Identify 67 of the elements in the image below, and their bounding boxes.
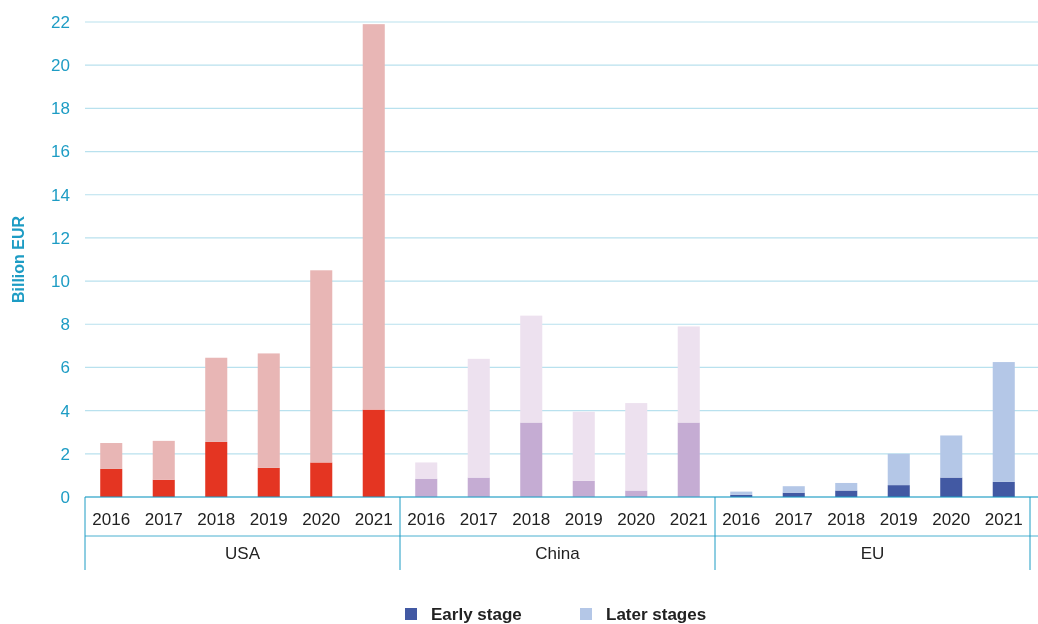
x-tick-label: 2019 (564, 510, 603, 529)
bar (520, 422, 543, 497)
x-tick-label: 2020 (932, 510, 971, 529)
bar (415, 478, 438, 497)
bar (572, 480, 595, 497)
y-tick-label: 14 (51, 185, 70, 205)
bar (415, 462, 438, 479)
bar (835, 482, 858, 491)
x-tick-label: 2018 (827, 510, 866, 529)
bar (257, 353, 280, 468)
bar (467, 358, 490, 478)
bar (940, 477, 963, 497)
bar (782, 486, 805, 493)
x-tick-label: 2017 (459, 510, 498, 529)
bar (257, 467, 280, 497)
text: China (535, 544, 581, 563)
y-tick-label: 2 (60, 444, 70, 464)
bar (887, 453, 910, 486)
y-tick-label: 4 (60, 401, 70, 421)
x-tick-label: 2021 (354, 510, 393, 529)
y-tick-label: 0 (60, 487, 70, 507)
bar (992, 481, 1015, 497)
x-tick-label: 2016 (92, 510, 131, 529)
bar (205, 441, 228, 497)
bar (310, 270, 333, 463)
y-tick-label: 20 (51, 56, 70, 76)
legend-label: Later stages (606, 604, 707, 624)
bar (940, 435, 963, 478)
bar (520, 315, 543, 423)
y-tick-label: 12 (51, 228, 70, 248)
x-tick-label: 2017 (144, 510, 183, 529)
x-tick-label: 2021 (669, 510, 708, 529)
x-tick-label: 2017 (774, 510, 813, 529)
text: USA (225, 544, 261, 563)
x-tick-label: 2018 (512, 510, 551, 529)
bar (572, 411, 595, 481)
legend-label: Early stage (431, 604, 522, 624)
x-tick-label: 2016 (407, 510, 446, 529)
x-tick-label: 2021 (984, 510, 1023, 529)
bar (625, 403, 648, 491)
bar (362, 409, 385, 497)
bar (992, 362, 1015, 482)
bar (100, 468, 123, 497)
bar (887, 485, 910, 497)
y-axis-title: Billion EUR (10, 215, 27, 304)
bar (677, 326, 700, 423)
bar (310, 462, 333, 497)
x-tick-label: 2020 (617, 510, 656, 529)
bar (152, 479, 175, 497)
bar (362, 24, 385, 410)
y-tick-label: 22 (51, 12, 70, 32)
x-tick-label: 2019 (249, 510, 288, 529)
y-tick-label: 16 (51, 142, 70, 162)
x-tick-label: 2018 (197, 510, 236, 529)
x-tick-label: 2020 (302, 510, 341, 529)
bar (677, 422, 700, 497)
x-tick-label: 2016 (722, 510, 761, 529)
bar (100, 443, 123, 469)
bar (152, 440, 175, 480)
bar (205, 357, 228, 442)
bar (467, 477, 490, 497)
y-tick-label: 8 (60, 315, 70, 335)
y-tick-label: 6 (60, 358, 70, 378)
y-tick-label: 10 (51, 272, 70, 292)
y-tick-label: 18 (51, 99, 70, 119)
x-tick-label: 2019 (879, 510, 918, 529)
text: EU (860, 544, 885, 563)
